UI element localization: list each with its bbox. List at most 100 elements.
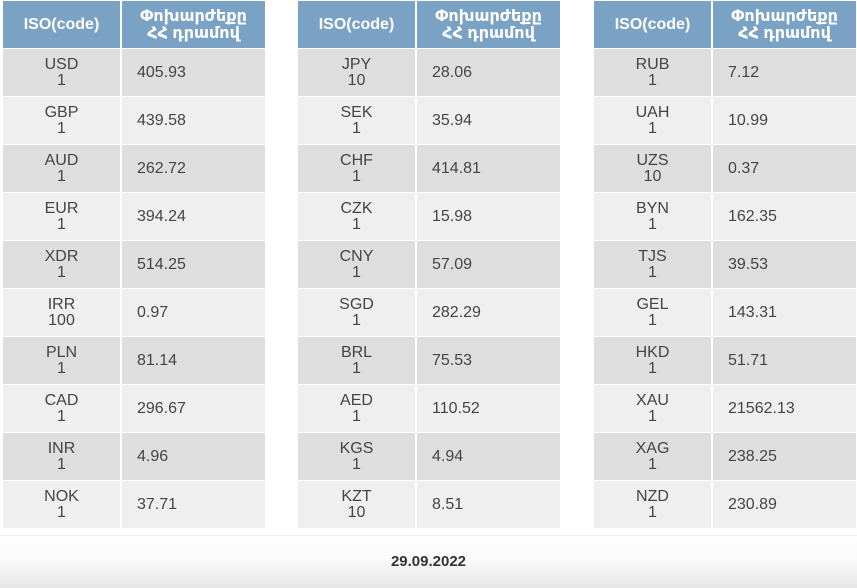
currency-unit: 1 xyxy=(648,215,657,233)
currency-unit: 10 xyxy=(643,167,662,185)
currency-unit: 1 xyxy=(57,167,66,185)
table-row: GEL 1 143.31 xyxy=(594,288,856,336)
exchange-rate-value: 4.96 xyxy=(137,447,169,465)
table-row: SGD 1 282.29 xyxy=(298,288,560,336)
currency-code: IRR xyxy=(47,295,76,313)
exchange-rate-value: 296.67 xyxy=(137,399,186,417)
currency-unit: 1 xyxy=(648,311,657,329)
exchange-rate-cell: 21562.13 xyxy=(713,384,856,432)
currency-code-cell: KZT 10 xyxy=(298,480,417,528)
table-row: GBP 1 439.58 xyxy=(3,96,265,144)
exchange-rate-value: 28.06 xyxy=(432,63,473,81)
table-row: AUD 1 262.72 xyxy=(3,144,265,192)
iso-column-header: ISO(code) xyxy=(298,1,417,48)
exchange-rate-cell: 39.53 xyxy=(713,240,856,288)
exchange-rate-cell: 439.58 xyxy=(122,96,265,144)
table-header-row: ISO(code) Փոխարժեքը ՀՀ դրամով xyxy=(298,1,560,48)
table-row: SEK 1 35.94 xyxy=(298,96,560,144)
currency-code: XDR xyxy=(44,247,79,265)
currency-code-cell: XAG 1 xyxy=(594,432,713,480)
currency-code: TJS xyxy=(638,247,667,265)
exchange-rate-cell: 0.37 xyxy=(713,144,856,192)
rate-header-line2: ՀՀ դրամով xyxy=(147,24,240,42)
currency-code-cell: USD 1 xyxy=(3,48,122,96)
currency-code-cell: UAH 1 xyxy=(594,96,713,144)
currency-unit: 1 xyxy=(648,71,657,89)
exchange-rate-cell: 394.24 xyxy=(122,192,265,240)
currency-unit: 1 xyxy=(352,263,361,281)
currency-code-cell: NZD 1 xyxy=(594,480,713,528)
exchange-rate-cell: 414.81 xyxy=(417,144,560,192)
exchange-rate-cell: 238.25 xyxy=(713,432,856,480)
exchange-rate-value: 162.35 xyxy=(728,207,777,225)
currency-code: INR xyxy=(47,439,76,457)
exchange-rate-cell: 162.35 xyxy=(713,192,856,240)
rate-header-line1: Փոխարժեքը xyxy=(140,7,247,25)
currency-code: KGS xyxy=(339,439,374,457)
currency-unit: 1 xyxy=(352,407,361,425)
currency-code: BRL xyxy=(340,343,373,361)
table-row: XAU 1 21562.13 xyxy=(594,384,856,432)
currency-code-cell: JPY 10 xyxy=(298,48,417,96)
currency-code-cell: CZK 1 xyxy=(298,192,417,240)
currency-code-cell: CAD 1 xyxy=(3,384,122,432)
table-row: RUB 1 7.12 xyxy=(594,48,856,96)
rates-table-3: ISO(code) Փոխարժեքը ՀՀ դրամով RUB 1 7.12 UAH… xyxy=(594,1,856,528)
currency-code: NZD xyxy=(636,487,669,505)
currency-code: XAG xyxy=(635,439,670,457)
currency-code-cell: SEK 1 xyxy=(298,96,417,144)
currency-unit: 1 xyxy=(352,215,361,233)
table-header-row: ISO(code) Փոխարժեքը ՀՀ դրամով xyxy=(594,1,856,48)
currency-code-cell: PLN 1 xyxy=(3,336,122,384)
currency-unit: 1 xyxy=(352,359,361,377)
rate-column-header: Փոխարժեքը ՀՀ դրամով xyxy=(122,1,265,48)
table-row: USD 1 405.93 xyxy=(3,48,265,96)
table-row: HKD 1 51.71 xyxy=(594,336,856,384)
rate-header-line2: ՀՀ դրամով xyxy=(738,24,831,42)
table-row: PLN 1 81.14 xyxy=(3,336,265,384)
currency-unit: 1 xyxy=(648,455,657,473)
exchange-rate-cell: 262.72 xyxy=(122,144,265,192)
table-row: UZS 10 0.37 xyxy=(594,144,856,192)
exchange-rate-value: 51.71 xyxy=(728,351,769,369)
exchange-rate-value: 282.29 xyxy=(432,303,481,321)
currency-code-cell: GBP 1 xyxy=(3,96,122,144)
exchange-rate-cell: 8.51 xyxy=(417,480,560,528)
table-row: XDR 1 514.25 xyxy=(3,240,265,288)
rate-column-header: Փոխարժեքը ՀՀ դրամով xyxy=(417,1,560,48)
table-row: EUR 1 394.24 xyxy=(3,192,265,240)
iso-column-header: ISO(code) xyxy=(3,1,122,48)
rate-column-header: Փոխարժեքը ՀՀ դրամով xyxy=(713,1,856,48)
exchange-rate-value: 110.52 xyxy=(432,399,480,417)
exchange-rate-cell: 10.99 xyxy=(713,96,856,144)
table-row: KZT 10 8.51 xyxy=(298,480,560,528)
table-row: KGS 1 4.94 xyxy=(298,432,560,480)
currency-code-cell: RUB 1 xyxy=(594,48,713,96)
footer-bar: 29.09.2022 xyxy=(0,535,857,588)
currency-unit: 1 xyxy=(57,455,66,473)
exchange-rate-value: 0.97 xyxy=(137,303,169,321)
exchange-rate-value: 230.89 xyxy=(728,495,777,513)
exchange-rate-value: 4.94 xyxy=(432,447,464,465)
exchange-rate-value: 238.25 xyxy=(728,447,777,465)
currency-code: XAU xyxy=(636,391,669,409)
table-row: CZK 1 15.98 xyxy=(298,192,560,240)
exchange-rate-cell: 28.06 xyxy=(417,48,560,96)
currency-code-cell: CHF 1 xyxy=(298,144,417,192)
table-row: CAD 1 296.67 xyxy=(3,384,265,432)
exchange-rate-value: 143.31 xyxy=(728,303,777,321)
exchange-rate-cell: 110.52 xyxy=(417,384,560,432)
exchange-rate-value: 21562.13 xyxy=(728,399,795,417)
currency-code: UAH xyxy=(635,103,670,121)
exchange-rate-value: 439.58 xyxy=(137,111,186,129)
exchange-rate-cell: 4.96 xyxy=(122,432,265,480)
exchange-rate-value: 394.24 xyxy=(137,207,186,225)
currency-unit: 1 xyxy=(352,455,361,473)
exchange-rate-cell: 81.14 xyxy=(122,336,265,384)
iso-header-label: ISO(code) xyxy=(23,16,100,33)
currency-code: UZS xyxy=(636,151,669,169)
currency-code-cell: CNY 1 xyxy=(298,240,417,288)
currency-unit: 1 xyxy=(352,167,361,185)
currency-code: GEL xyxy=(636,295,669,313)
